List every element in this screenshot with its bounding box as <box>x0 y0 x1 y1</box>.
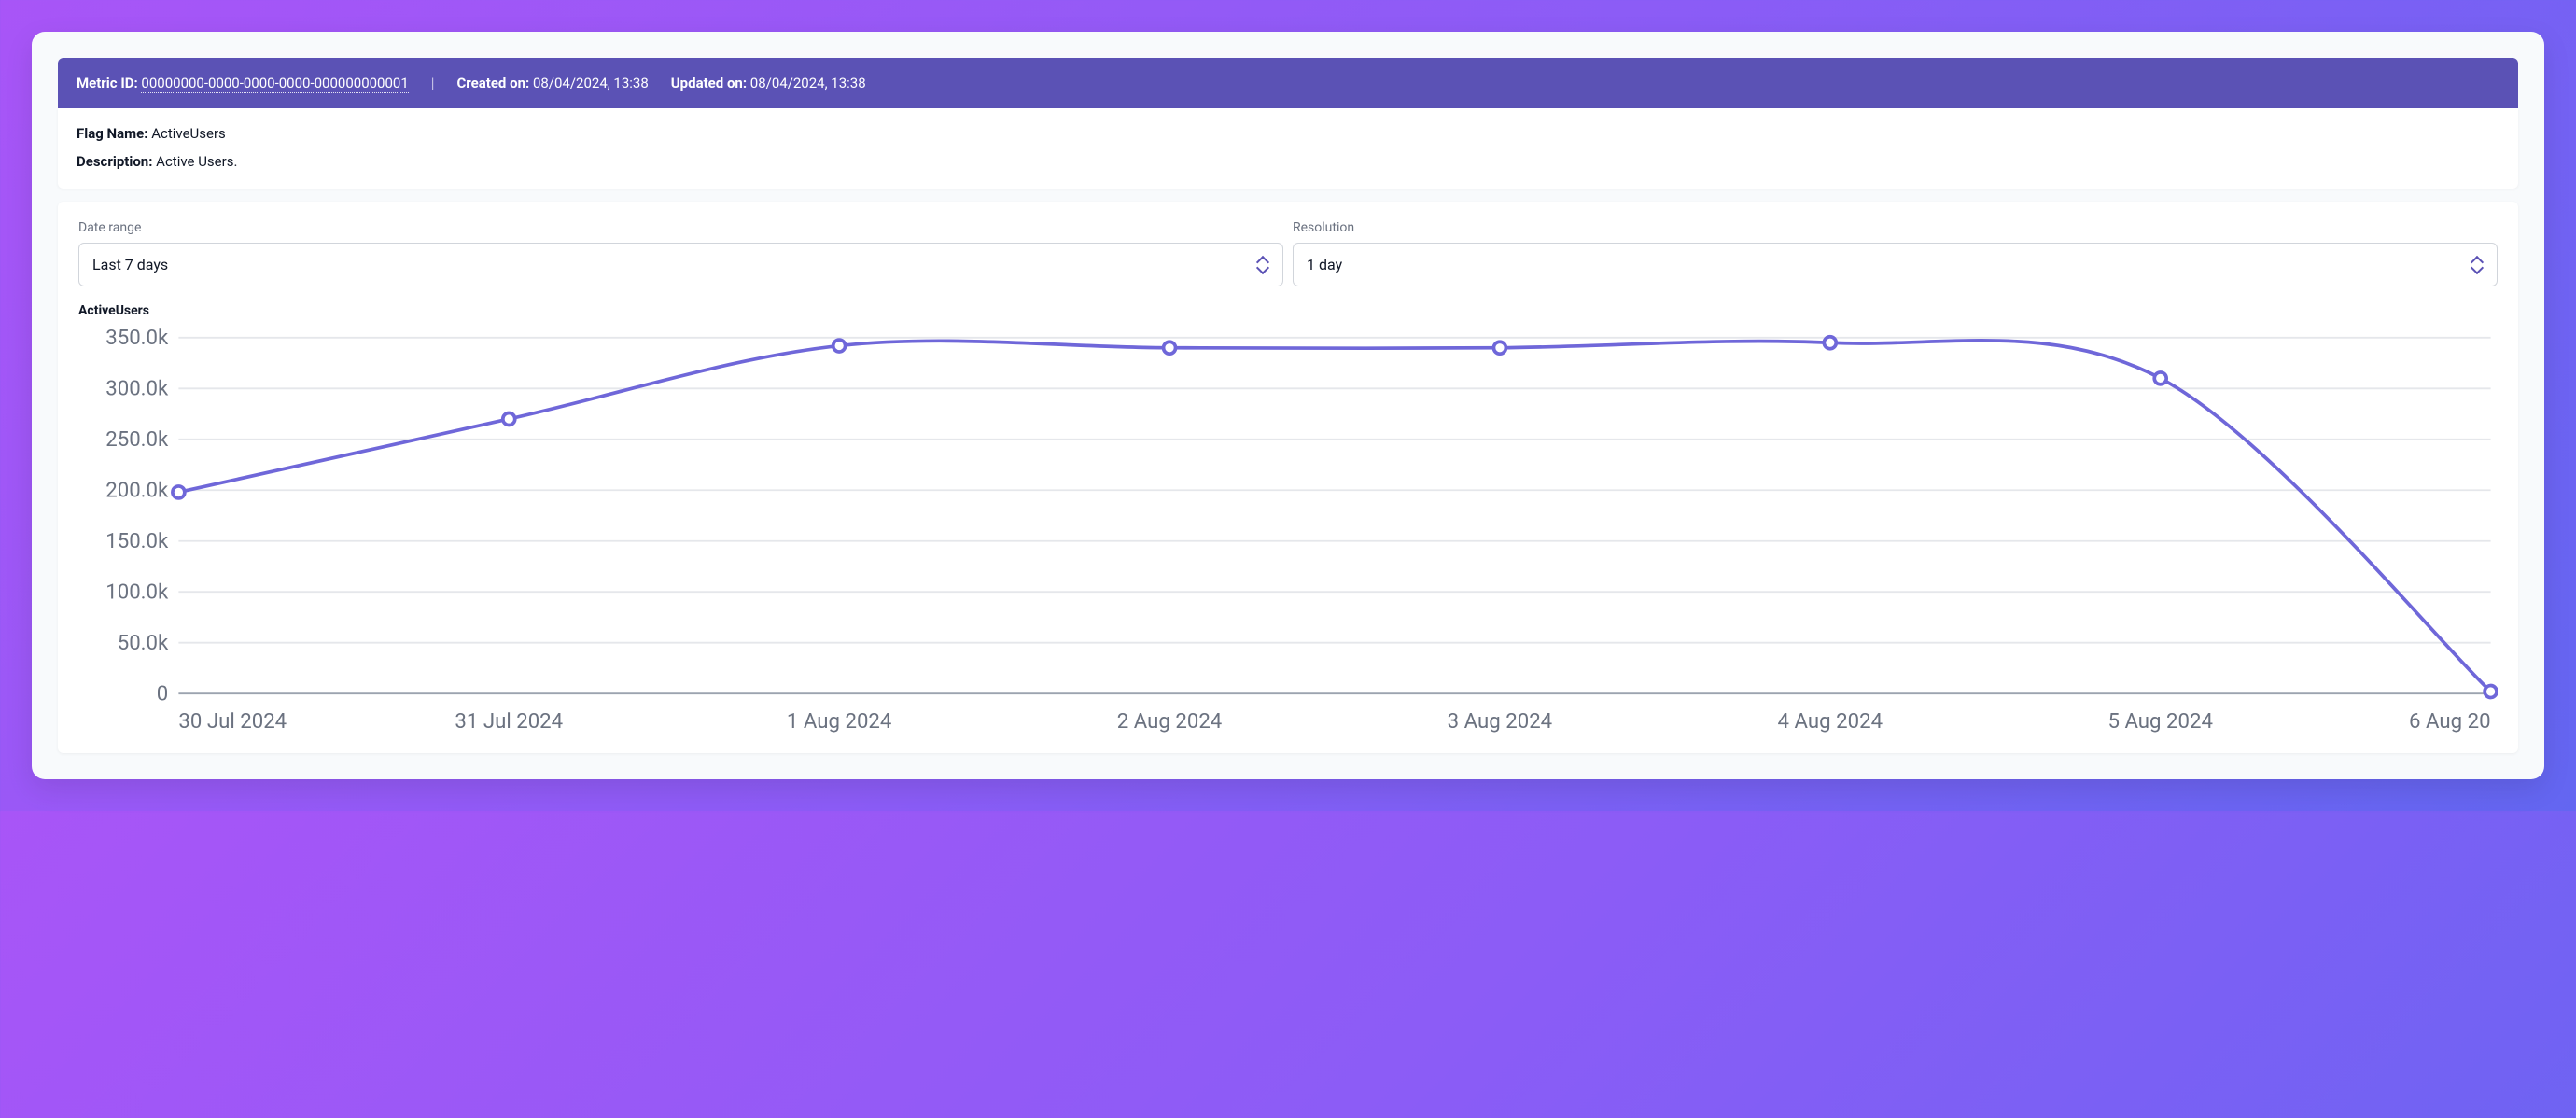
svg-text:30 Jul 2024: 30 Jul 2024 <box>178 709 287 734</box>
date-range-label: Date range <box>78 220 1283 235</box>
resolution-label: Resolution <box>1293 220 2498 235</box>
metric-id-value[interactable]: 00000000-0000-0000-0000-000000000001 <box>141 75 408 93</box>
svg-text:50.0k: 50.0k <box>118 631 169 655</box>
date-range-value: Last 7 days <box>92 256 168 273</box>
svg-text:5 Aug 2024: 5 Aug 2024 <box>2107 709 2212 734</box>
svg-text:4 Aug 2024: 4 Aug 2024 <box>1778 709 1883 734</box>
svg-text:31 Jul 2024: 31 Jul 2024 <box>455 709 563 734</box>
chevron-up-down-icon <box>2471 257 2484 273</box>
metric-id-group: Metric ID: 00000000-0000-0000-0000-00000… <box>77 75 409 91</box>
svg-text:100.0k: 100.0k <box>105 580 169 605</box>
svg-text:3 Aug 2024: 3 Aug 2024 <box>1448 709 1552 734</box>
metric-card: Metric ID: 00000000-0000-0000-0000-00000… <box>32 32 2544 779</box>
created-group: Created on: 08/04/2024, 13:38 <box>456 75 648 91</box>
svg-text:150.0k: 150.0k <box>105 529 169 553</box>
header-bar: Metric ID: 00000000-0000-0000-0000-00000… <box>58 58 2518 108</box>
chart-area: 0 50.0k 100.0k 150.0k 200.0k 250.0k 300.0k 350.… <box>78 324 2498 738</box>
description-label: Description: <box>77 153 152 170</box>
date-range-control: Date range Last 7 days <box>78 220 1283 286</box>
resolution-control: Resolution 1 day <box>1293 220 2498 286</box>
detail-panel: Flag Name: ActiveUsers Description: Acti… <box>58 108 2518 189</box>
date-range-select[interactable]: Last 7 days <box>78 243 1283 286</box>
svg-text:0: 0 <box>157 682 168 706</box>
chart-title: ActiveUsers <box>78 303 2498 318</box>
metric-id-label: Metric ID: <box>77 75 138 91</box>
resolution-value: 1 day <box>1307 256 1342 273</box>
svg-text:350.0k: 350.0k <box>105 326 169 350</box>
resolution-select[interactable]: 1 day <box>1293 243 2498 286</box>
created-on-label: Created on: <box>456 75 529 91</box>
svg-text:2 Aug 2024: 2 Aug 2024 <box>1117 709 1222 734</box>
chevron-up-down-icon <box>1256 257 1269 273</box>
svg-text:1 Aug 2024: 1 Aug 2024 <box>787 709 891 734</box>
flag-name-row: Flag Name: ActiveUsers <box>77 125 2499 142</box>
updated-group: Updated on: 08/04/2024, 13:38 <box>671 75 866 91</box>
header-divider: | <box>431 75 435 91</box>
description-value: Active Users. <box>156 153 237 170</box>
svg-text:200.0k: 200.0k <box>105 479 169 503</box>
svg-text:6 Aug 20: 6 Aug 20 <box>2409 709 2491 734</box>
created-on-value: 08/04/2024, 13:38 <box>533 75 649 91</box>
flag-name-value: ActiveUsers <box>151 125 226 142</box>
svg-text:250.0k: 250.0k <box>105 427 169 452</box>
flag-name-label: Flag Name: <box>77 125 147 142</box>
updated-on-value: 08/04/2024, 13:38 <box>750 75 866 91</box>
active-users-chart: 0 50.0k 100.0k 150.0k 200.0k 250.0k 300.0k 350.… <box>78 324 2498 738</box>
controls-row: Date range Last 7 days Resolution 1 day <box>78 220 2498 286</box>
updated-on-label: Updated on: <box>671 75 747 91</box>
description-row: Description: Active Users. <box>77 153 2499 170</box>
svg-text:300.0k: 300.0k <box>105 377 169 401</box>
chart-panel: Date range Last 7 days Resolution 1 day … <box>58 202 2518 753</box>
